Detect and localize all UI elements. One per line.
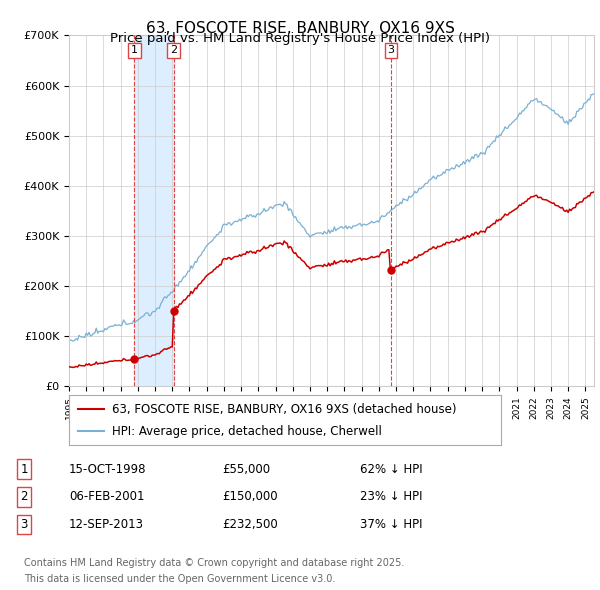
Text: This data is licensed under the Open Government Licence v3.0.: This data is licensed under the Open Gov… — [24, 574, 335, 584]
Text: 12-SEP-2013: 12-SEP-2013 — [69, 518, 144, 531]
Text: 3: 3 — [388, 45, 394, 55]
Text: Contains HM Land Registry data © Crown copyright and database right 2025.: Contains HM Land Registry data © Crown c… — [24, 558, 404, 568]
Text: £232,500: £232,500 — [222, 518, 278, 531]
Text: 15-OCT-1998: 15-OCT-1998 — [69, 463, 146, 476]
Text: 63, FOSCOTE RISE, BANBURY, OX16 9XS: 63, FOSCOTE RISE, BANBURY, OX16 9XS — [146, 21, 454, 35]
Text: 23% ↓ HPI: 23% ↓ HPI — [360, 490, 422, 503]
Text: Price paid vs. HM Land Registry's House Price Index (HPI): Price paid vs. HM Land Registry's House … — [110, 32, 490, 45]
Text: 1: 1 — [131, 45, 138, 55]
Text: 2: 2 — [170, 45, 178, 55]
Text: 1: 1 — [20, 463, 28, 476]
Text: 2: 2 — [20, 490, 28, 503]
Text: HPI: Average price, detached house, Cherwell: HPI: Average price, detached house, Cher… — [112, 425, 382, 438]
Text: 37% ↓ HPI: 37% ↓ HPI — [360, 518, 422, 531]
Text: 3: 3 — [20, 518, 28, 531]
Text: 06-FEB-2001: 06-FEB-2001 — [69, 490, 145, 503]
Text: 62% ↓ HPI: 62% ↓ HPI — [360, 463, 422, 476]
Text: £150,000: £150,000 — [222, 490, 278, 503]
Text: 63, FOSCOTE RISE, BANBURY, OX16 9XS (detached house): 63, FOSCOTE RISE, BANBURY, OX16 9XS (det… — [112, 403, 457, 416]
Text: £55,000: £55,000 — [222, 463, 270, 476]
Bar — [134, 35, 174, 386]
